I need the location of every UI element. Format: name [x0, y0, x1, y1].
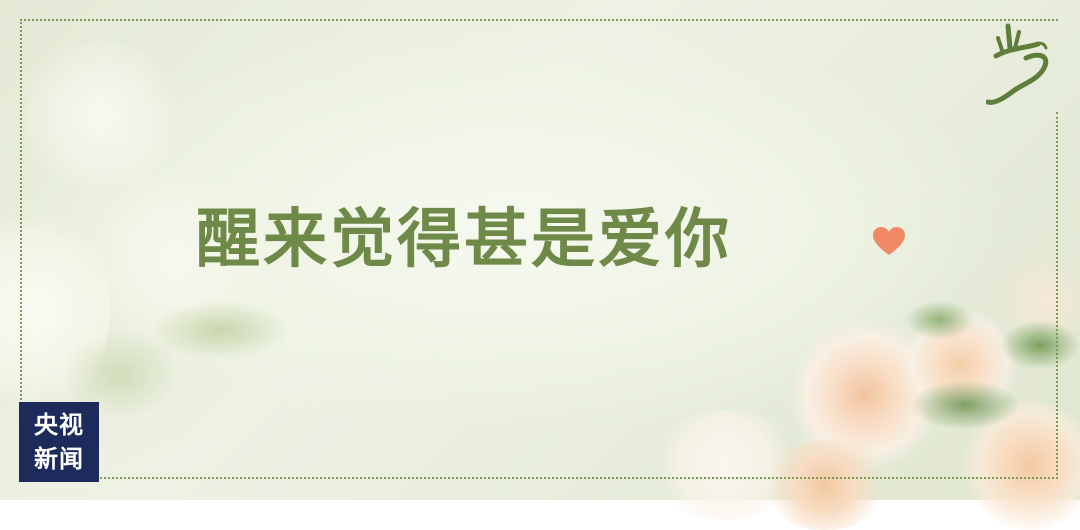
calligraphy-seal-icon — [986, 23, 1049, 105]
leaf-right-2 — [1000, 320, 1080, 370]
logo-line2: 新闻 — [34, 445, 84, 473]
leaf-right-3 — [905, 300, 975, 340]
dotted-frame — [20, 19, 1058, 479]
flower-left-3 — [20, 40, 180, 190]
logo-line1: 央视 — [34, 411, 84, 439]
dotted-frame-right — [1056, 112, 1058, 479]
cctv-news-logo: 央视 新闻 — [19, 402, 99, 482]
leaf-right-1 — [910, 380, 1020, 430]
leaf-left — [150, 300, 290, 360]
headline: 醒来觉得甚是爱你 — [196, 202, 732, 277]
heart-icon — [873, 227, 905, 255]
